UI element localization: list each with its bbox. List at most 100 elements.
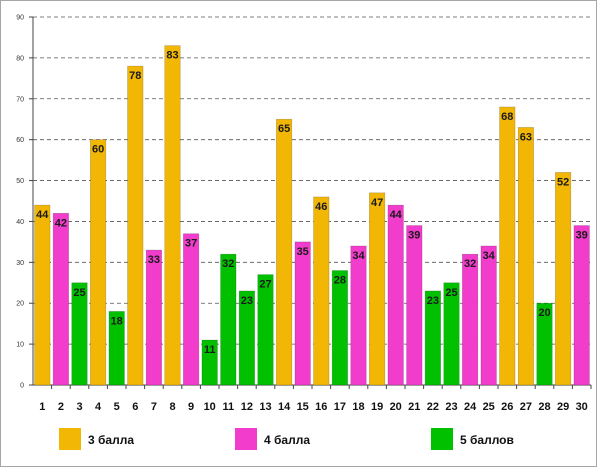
data-label: 47 [371, 197, 383, 209]
bar [480, 245, 497, 386]
data-label: 32 [222, 258, 234, 270]
x-tick-label: 8 [169, 401, 175, 413]
x-tick-label: 2 [58, 401, 64, 413]
bar [462, 253, 479, 386]
x-tick-label: 7 [151, 401, 157, 413]
x-tick-label: 28 [538, 401, 550, 413]
bar [145, 249, 162, 386]
data-label: 28 [334, 275, 346, 287]
bar [424, 290, 441, 386]
data-label: 23 [241, 295, 253, 307]
bar [238, 290, 255, 386]
x-tick-label: 24 [464, 401, 477, 413]
y-tick-label: 20 [16, 301, 24, 308]
bar [220, 253, 237, 386]
data-label: 65 [278, 123, 290, 135]
y-tick-label: 80 [16, 55, 24, 62]
data-label: 23 [427, 295, 439, 307]
bar [71, 282, 88, 386]
bar [499, 106, 516, 386]
bar [443, 282, 460, 386]
y-tick-label: 0 [20, 383, 24, 390]
data-label: 46 [315, 201, 327, 213]
x-tick-label: 27 [520, 401, 532, 413]
x-tick-label: 17 [334, 401, 346, 413]
y-tick-label: 60 [16, 137, 24, 144]
x-tick-label: 9 [188, 401, 194, 413]
x-tick-label: 12 [241, 401, 253, 413]
x-tick-label: 22 [427, 401, 439, 413]
legend-swatch [431, 428, 453, 450]
x-tick-label: 26 [501, 401, 513, 413]
x-tick-label: 16 [315, 401, 327, 413]
x-tick-label: 1 [39, 401, 45, 413]
data-label: 37 [185, 238, 197, 250]
data-label: 52 [557, 176, 569, 188]
data-label: 32 [464, 258, 476, 270]
bar [331, 270, 348, 386]
x-tick-label: 25 [483, 401, 495, 413]
y-tick-label: 10 [16, 342, 24, 349]
data-labels: 44 42 25 60 18 78 33 83 37 11 32 23 27 65 35 46 28 34 47 44… [36, 50, 588, 356]
data-label: 34 [352, 250, 365, 262]
bar [257, 274, 274, 386]
x-tick-label: 21 [408, 401, 420, 413]
x-tick-label: 10 [204, 401, 216, 413]
y-tick-label: 40 [16, 219, 24, 226]
bar [369, 192, 386, 386]
data-label: 25 [73, 287, 85, 299]
data-label: 78 [129, 70, 141, 82]
bar [164, 45, 181, 386]
data-label: 83 [166, 50, 178, 62]
legend-label: 3 балла [88, 433, 134, 447]
x-tick-label: 4 [95, 401, 102, 413]
y-tick-label: 90 [16, 15, 24, 22]
data-label: 39 [408, 230, 420, 242]
data-label: 20 [538, 307, 550, 319]
x-tick-label: 6 [132, 401, 138, 413]
x-tick-label: 14 [278, 401, 291, 413]
bar [517, 127, 534, 386]
legend-label: 4 балла [264, 433, 310, 447]
data-label: 25 [445, 287, 457, 299]
y-tick-label: 50 [16, 178, 24, 185]
x-tick-label: 29 [557, 401, 569, 413]
data-label: 35 [297, 246, 309, 258]
x-tick-label: 18 [352, 401, 364, 413]
bar [183, 233, 200, 386]
data-label: 63 [520, 131, 532, 143]
y-tick-label: 70 [16, 96, 24, 103]
x-tick-label: 13 [259, 401, 271, 413]
bar [201, 339, 218, 386]
x-tick-label: 30 [576, 401, 588, 413]
data-label: 68 [501, 111, 513, 123]
x-tick-label: 20 [390, 401, 402, 413]
bar [34, 204, 51, 386]
bar [406, 225, 423, 386]
x-tick-label: 19 [371, 401, 383, 413]
bar [313, 196, 330, 386]
x-tick-label: 11 [222, 401, 234, 413]
bar [573, 225, 590, 386]
data-label: 42 [55, 217, 67, 229]
bar [52, 212, 69, 386]
gridlines [33, 16, 591, 345]
bars [34, 45, 590, 386]
data-label: 18 [111, 315, 123, 327]
bar [555, 172, 572, 386]
bar [90, 139, 107, 386]
data-label: 44 [36, 209, 49, 221]
bar [536, 302, 553, 386]
data-label: 60 [92, 144, 104, 156]
legend-label: 5 баллов [460, 433, 514, 447]
legend-swatch [59, 428, 81, 450]
data-label: 27 [259, 279, 271, 291]
x-tick-label: 23 [445, 401, 457, 413]
bar [350, 245, 367, 386]
y-tick-label: 30 [16, 260, 24, 267]
data-label: 11 [204, 344, 216, 356]
bar [108, 311, 125, 386]
